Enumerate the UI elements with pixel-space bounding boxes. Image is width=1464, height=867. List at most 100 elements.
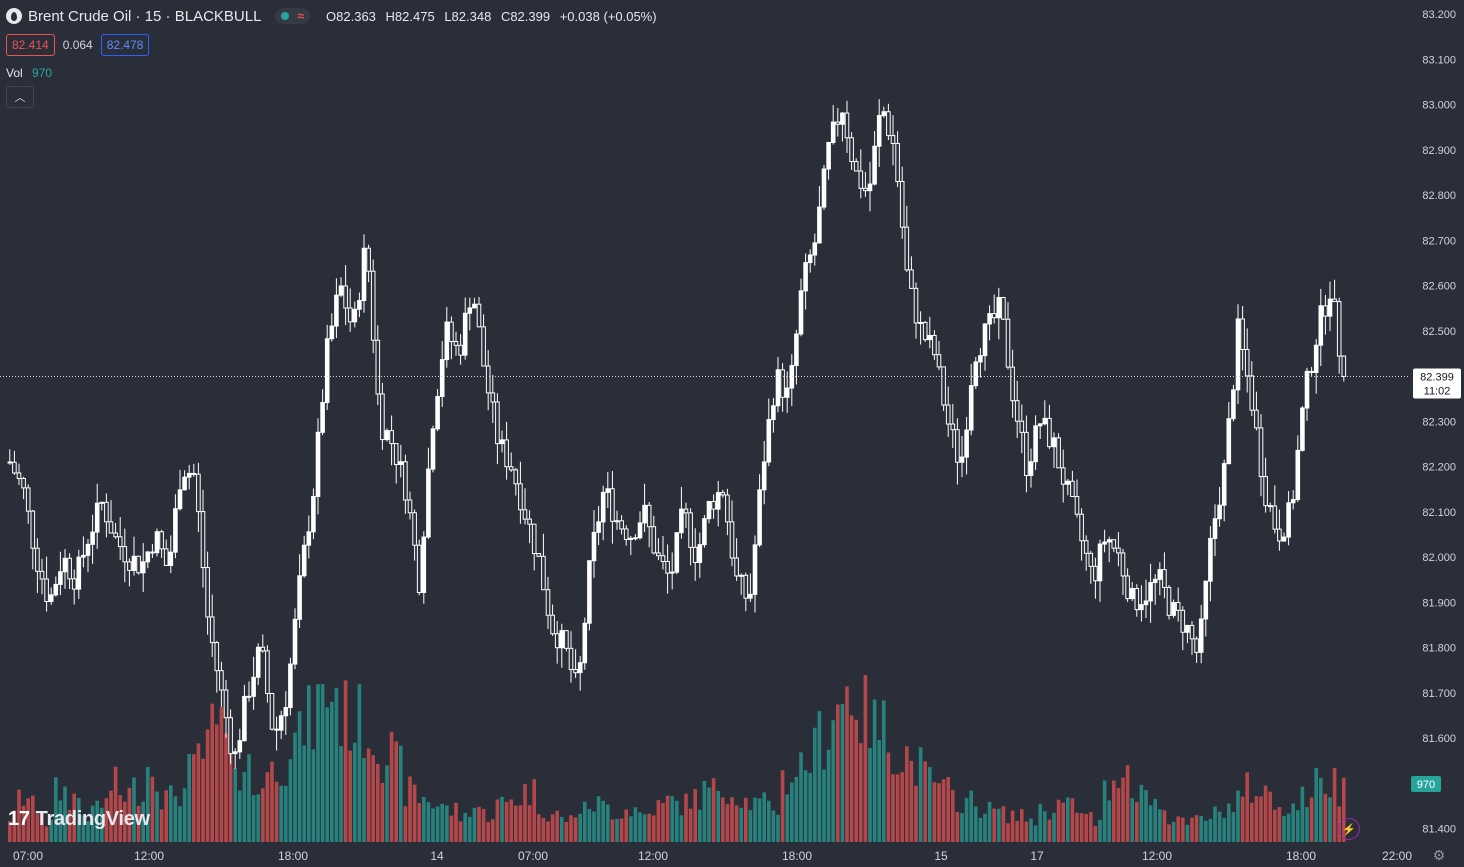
candle-body bbox=[955, 429, 960, 463]
volume-bar bbox=[702, 780, 707, 842]
lightning-icon[interactable]: ⚡ bbox=[1338, 818, 1360, 840]
volume-bar bbox=[1038, 803, 1042, 842]
candle-body bbox=[858, 170, 864, 189]
volume-bar bbox=[969, 790, 973, 842]
candle-body bbox=[370, 270, 376, 341]
volume-bar bbox=[504, 801, 509, 842]
price-tick-label: 82.900 bbox=[1422, 145, 1456, 157]
volume-bar bbox=[905, 746, 909, 842]
volume-bar bbox=[1093, 825, 1098, 842]
volume-bar bbox=[376, 763, 380, 842]
volume-bar bbox=[886, 752, 891, 842]
volume-bar bbox=[794, 776, 799, 842]
volume-bar bbox=[1033, 825, 1038, 842]
price-tick-label: 83.100 bbox=[1422, 54, 1456, 66]
volume-bar bbox=[1190, 817, 1194, 842]
candle-body bbox=[352, 308, 358, 323]
candle-body bbox=[1300, 407, 1305, 451]
volume-bar bbox=[647, 813, 651, 842]
candle-body bbox=[550, 614, 555, 635]
volume-bar bbox=[265, 772, 270, 842]
candle-body bbox=[311, 495, 316, 533]
volume-bar bbox=[725, 804, 730, 842]
candle-body bbox=[660, 555, 666, 563]
candle-body bbox=[1212, 518, 1218, 539]
candle-body bbox=[476, 303, 482, 328]
symbol-title[interactable]: Brent Crude Oil · 15 · BLACKBULL bbox=[28, 7, 262, 25]
candle-body bbox=[389, 430, 394, 445]
gear-icon[interactable]: ⚙ bbox=[1432, 846, 1446, 863]
volume-bar bbox=[495, 799, 500, 842]
volume-bar bbox=[500, 796, 504, 842]
candle-body bbox=[1323, 305, 1328, 317]
volume-bar bbox=[159, 809, 164, 842]
bar-countdown: 11:02 bbox=[1424, 385, 1451, 397]
volume-indicator-name[interactable]: Vol bbox=[6, 66, 23, 80]
volume-bar bbox=[104, 798, 109, 842]
candle-body bbox=[62, 557, 68, 573]
candle-body bbox=[113, 532, 118, 538]
candle-body bbox=[789, 365, 795, 389]
volume-bar bbox=[859, 743, 863, 842]
candle-body bbox=[826, 141, 831, 170]
time-tick-label: 17 bbox=[1030, 849, 1044, 863]
volume-bar bbox=[799, 752, 803, 842]
candle-body bbox=[131, 555, 137, 571]
volume-bar bbox=[688, 808, 693, 842]
volume-bar bbox=[569, 815, 573, 842]
candle-body bbox=[191, 472, 197, 475]
volume-bar bbox=[302, 745, 306, 842]
candle-body bbox=[1258, 427, 1264, 478]
candle-body bbox=[748, 593, 753, 599]
candle-body bbox=[485, 365, 491, 394]
buy-button[interactable]: 82.478 bbox=[100, 34, 150, 56]
candle-body bbox=[518, 483, 523, 511]
candle-body bbox=[274, 728, 279, 731]
volume-bar bbox=[665, 795, 670, 842]
volume-bar bbox=[1227, 803, 1231, 842]
candle-body bbox=[982, 323, 988, 357]
volume-bar bbox=[849, 715, 854, 842]
candle-body bbox=[104, 501, 109, 523]
candle-body bbox=[1074, 496, 1080, 515]
volume-bar bbox=[210, 703, 214, 842]
candle-body bbox=[76, 556, 82, 590]
market-status-icon[interactable]: ≈ bbox=[275, 8, 311, 24]
oil-drop-icon bbox=[6, 8, 22, 24]
candle-body bbox=[1083, 540, 1089, 554]
candle-body bbox=[711, 500, 716, 510]
volume-bar bbox=[840, 704, 845, 842]
candle-body bbox=[1203, 580, 1209, 620]
volume-bar bbox=[431, 808, 435, 842]
candle-body bbox=[499, 439, 505, 445]
candle-body bbox=[619, 520, 624, 530]
candle-body bbox=[587, 560, 592, 624]
sell-button[interactable]: 82.414 bbox=[6, 34, 55, 56]
volume-bar bbox=[1125, 765, 1130, 842]
volume-bar bbox=[35, 814, 40, 842]
collapse-chevron-icon[interactable]: ︿ bbox=[6, 86, 34, 108]
time-axis[interactable]: 07:00 12:00 18:00 14 07:00 12:00 18:00 15 17 12:0… bbox=[13, 849, 1412, 863]
volume-bar bbox=[753, 797, 757, 842]
volume-bar bbox=[123, 801, 127, 842]
volume-bar bbox=[739, 807, 743, 842]
candle-body bbox=[554, 633, 560, 649]
candle-body bbox=[136, 555, 141, 574]
price-axis[interactable]: 83.200 83.100 83.000 82.900 82.800 82.700 82.6… bbox=[1422, 9, 1456, 836]
candle-body bbox=[867, 183, 873, 192]
time-tick-label: 18:00 bbox=[782, 849, 812, 863]
volume-bar bbox=[1263, 785, 1268, 842]
candle-body bbox=[1097, 543, 1103, 582]
candle-body bbox=[1037, 423, 1043, 427]
candle-body bbox=[1208, 537, 1213, 582]
volume-bar bbox=[238, 790, 242, 842]
tradingview-logo-text: TradingView bbox=[35, 808, 150, 830]
candle-body bbox=[108, 521, 114, 534]
candle-body bbox=[1079, 513, 1084, 542]
volume-bar bbox=[891, 774, 895, 842]
candle-body bbox=[1120, 552, 1126, 577]
volume-bar bbox=[224, 733, 228, 842]
volume-bar bbox=[481, 808, 486, 842]
candle-body bbox=[21, 477, 26, 489]
